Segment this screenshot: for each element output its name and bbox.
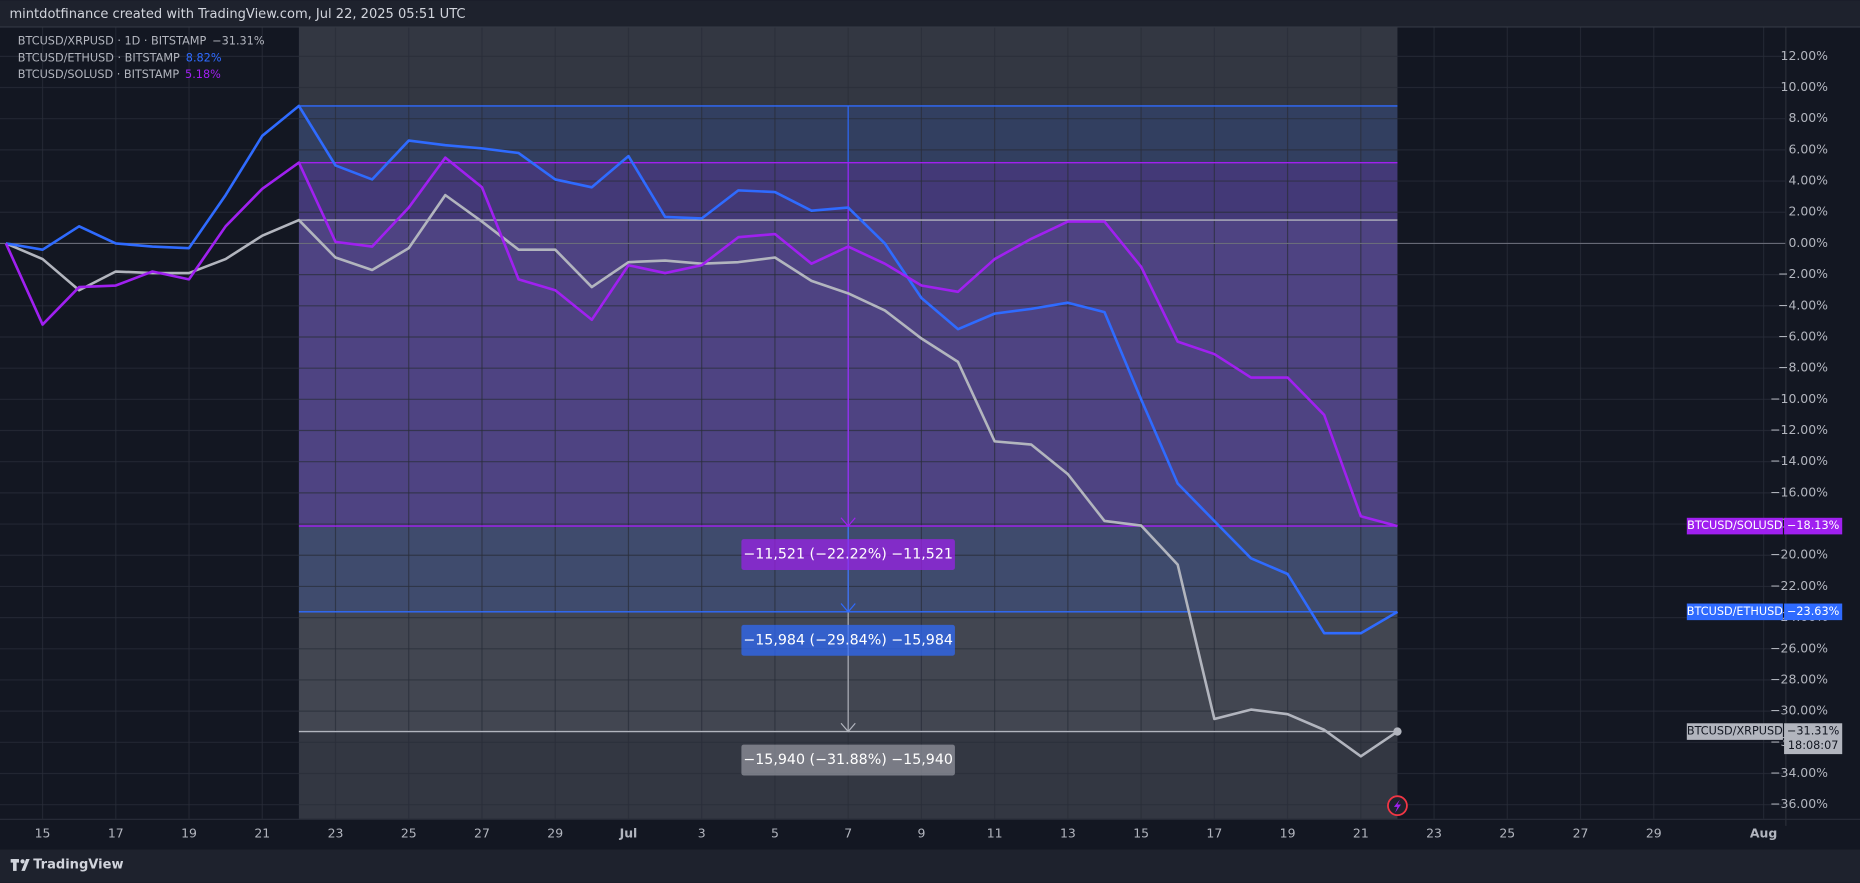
legend-entry: BTCUSD/ETHUSD · BITSTAMP 8.82% [18, 51, 222, 64]
plot: 12.00% 10.00% 8.00% 6.00% 4.00% 2.00% 0.00% −2.… [0, 27, 1860, 841]
y-tick-label: −6.00% [1778, 328, 1828, 343]
x-tick-label: 15 [35, 826, 51, 841]
price-label-name-box [1686, 517, 1783, 535]
measure-label: −15,984 (−29.84%) −15,984 [743, 632, 953, 648]
x-tick-label: 15 [1133, 826, 1149, 841]
legend-name: BTCUSD/SOLUSD · BITSTAMP [18, 68, 180, 81]
event-icon-bolt [1393, 799, 1402, 813]
header-bar [0, 0, 1860, 27]
series-line [4, 156, 1398, 528]
y-tick-label: 2.00% [1788, 204, 1828, 219]
measure-label-box [741, 744, 955, 776]
price-label-value: −18.13% [1787, 519, 1840, 532]
y-tick-label: −12.00% [1770, 422, 1828, 437]
legend-entry: BTCUSD/SOLUSD · BITSTAMP 5.18% [18, 68, 221, 81]
price-label-value-box [1784, 603, 1843, 621]
price-label-value: −31.31% [1787, 725, 1840, 738]
x-tick-label: Jul [619, 826, 638, 841]
legend-value: 8.82% [186, 51, 222, 64]
y-tick-label: −28.00% [1770, 671, 1828, 686]
x-tick-label: 3 [698, 826, 706, 841]
y-tick-label: −20.00% [1770, 547, 1828, 562]
x-tick-label: 27 [1573, 826, 1589, 841]
measure-label: −11,521 (−22.22%) −11,521 [743, 547, 953, 563]
measure-label-box [741, 539, 955, 570]
y-tick-label: −34.00% [1770, 765, 1828, 780]
measure-label: −15,940 (−31.88%) −15,940 [743, 752, 953, 768]
y-tick-label: 10.00% [1781, 79, 1829, 94]
x-tick-label: 29 [1646, 826, 1662, 841]
y-tick-label: −2.00% [1778, 266, 1828, 281]
y-tick-label: −8.00% [1778, 360, 1828, 375]
x-tick-label: 19 [1280, 826, 1296, 841]
price-label-name: BTCUSD/XRPUSD [1687, 725, 1783, 738]
y-tick-label: 12.00% [1781, 48, 1829, 63]
footer-text: TradingView [33, 857, 123, 872]
measure-label-box [741, 624, 955, 656]
y-tick-label: −4.00% [1778, 297, 1828, 312]
price-label-value: −23.63% [1787, 605, 1840, 618]
measure-arrow-head [840, 603, 856, 613]
tv-logo [10, 859, 30, 871]
x-tick-label: 7 [844, 826, 852, 841]
price-label-name-box [1686, 723, 1783, 740]
price-label-value-box [1784, 723, 1843, 755]
x-tick-label: 21 [1353, 826, 1369, 841]
y-tick-label: −26.00% [1770, 640, 1828, 655]
x-tick-label: 21 [254, 826, 270, 841]
x-tick-label: 25 [1499, 826, 1515, 841]
price-label-name: BTCUSD/ETHUSD [1687, 605, 1783, 618]
x-tick-label: 29 [547, 826, 563, 841]
price-label-value-box [1784, 517, 1843, 535]
legend-name: BTCUSD/ETHUSD · BITSTAMP [18, 51, 180, 64]
y-tick-label: −30.00% [1770, 703, 1828, 718]
header-text: mintdotfinance created with TradingView.… [9, 7, 465, 22]
y-tick-label: 8.00% [1788, 110, 1828, 125]
y-tick-label: 0.00% [1788, 235, 1828, 250]
x-tick-label: 23 [1426, 826, 1442, 841]
x-tick-label: 17 [108, 826, 124, 841]
x-tick-label: 19 [181, 826, 197, 841]
x-tick-label: 23 [328, 826, 344, 841]
y-tick-label: 6.00% [1788, 141, 1828, 156]
x-tick-label: 13 [1060, 826, 1076, 841]
series-line [5, 104, 1399, 635]
price-label-name: BTCUSD/SOLUSD [1687, 519, 1782, 532]
x-tick-label: 5 [771, 826, 779, 841]
y-tick-label: −14.00% [1770, 453, 1828, 468]
measure-arrow-head [840, 517, 856, 527]
countdown: 18:08:07 [1788, 739, 1839, 752]
legend-name: BTCUSD/XRPUSD · 1D · BITSTAMP [18, 35, 207, 48]
y-tick-label: −22.00% [1770, 578, 1828, 593]
x-tick-label: 17 [1206, 826, 1222, 841]
y-tick-label: −16.00% [1770, 484, 1828, 499]
legend-entry: BTCUSD/XRPUSD · 1D · BITSTAMP −31.31% [18, 35, 265, 48]
y-tick-label: −10.00% [1770, 391, 1828, 406]
x-tick-label: Aug [1750, 826, 1777, 841]
legend-value: 5.18% [185, 68, 221, 81]
x-tick-label: 11 [987, 826, 1003, 841]
last-point [1393, 727, 1402, 736]
legend-value: −31.31% [212, 35, 265, 48]
price-label-name-box [1686, 603, 1783, 621]
y-tick-label: 4.00% [1788, 173, 1828, 188]
footer-bar [0, 849, 1860, 883]
x-tick-label: 25 [401, 826, 417, 841]
y-tick-label: −36.00% [1770, 796, 1828, 811]
x-tick-label: 9 [917, 826, 925, 841]
measure-arrow-head [840, 722, 856, 733]
x-tick-label: 27 [474, 826, 490, 841]
